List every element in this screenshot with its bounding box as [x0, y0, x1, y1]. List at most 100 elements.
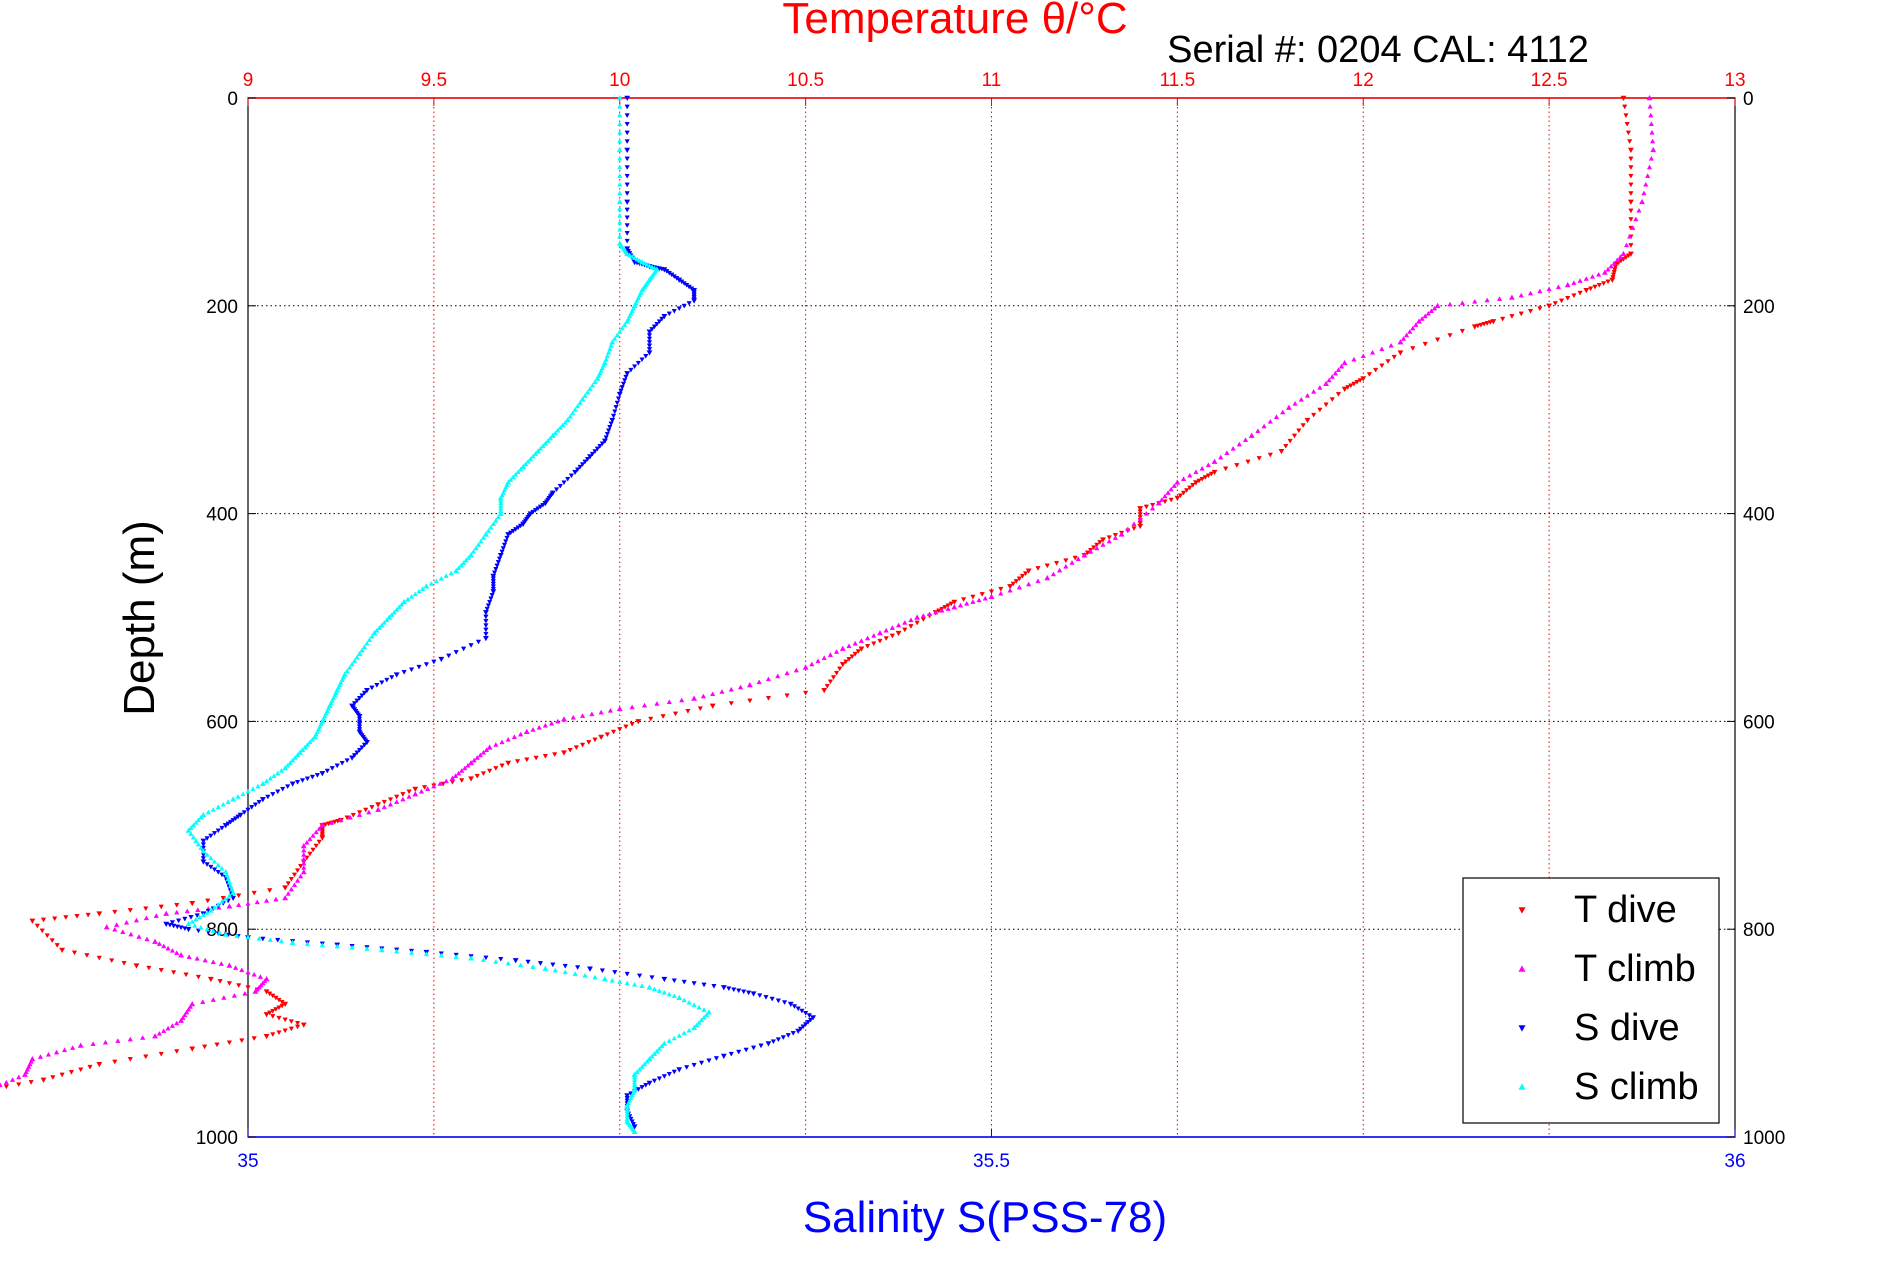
data-point [557, 483, 563, 489]
data-point [485, 603, 492, 609]
data-point [530, 726, 536, 732]
data-point [617, 181, 623, 187]
data-point [394, 799, 400, 804]
data-point [582, 393, 588, 398]
data-point [1199, 465, 1205, 471]
data-point [598, 709, 604, 715]
data-point [505, 532, 512, 538]
data-point [448, 570, 454, 576]
data-point [474, 755, 480, 760]
data-point [1236, 441, 1242, 447]
data-point [750, 991, 757, 997]
data-point [610, 729, 617, 735]
data-point [1118, 531, 1125, 537]
data-point [846, 657, 852, 662]
data-point [381, 619, 387, 625]
data-point [423, 583, 430, 589]
data-point [239, 1038, 245, 1044]
data-point [219, 825, 225, 831]
data-point [726, 986, 732, 992]
data-point [567, 413, 573, 419]
data-point [646, 984, 653, 990]
data-point [542, 965, 549, 971]
data-point [1300, 423, 1306, 428]
data-point [728, 686, 734, 692]
data-point [374, 683, 380, 688]
data-point [480, 749, 487, 755]
data-point [309, 774, 316, 780]
data-point [291, 872, 298, 878]
data-point [639, 1064, 645, 1069]
data-point [185, 926, 192, 933]
data-point [684, 1065, 690, 1070]
data-point [883, 636, 889, 641]
data-point [1218, 454, 1224, 460]
data-point [656, 1045, 663, 1051]
data-point [459, 768, 465, 773]
data-point [28, 1080, 34, 1085]
data-point [29, 918, 36, 924]
data-point [639, 983, 645, 989]
data-point [96, 911, 103, 917]
data-point [1564, 282, 1571, 288]
data-point [384, 617, 390, 623]
data-point [187, 1004, 194, 1009]
data-point [235, 794, 241, 799]
data-point [416, 588, 422, 594]
data-point [1434, 302, 1441, 309]
data-point [87, 1064, 93, 1070]
data-point [635, 1087, 641, 1092]
data-point [671, 308, 677, 314]
data-point [202, 1044, 208, 1050]
data-point [579, 396, 586, 402]
data-point [513, 471, 519, 477]
data-point [624, 165, 630, 170]
data-point [282, 765, 289, 771]
data-point [123, 919, 130, 925]
data-point [1044, 563, 1050, 569]
data-point [495, 560, 501, 565]
data-point [211, 831, 218, 836]
data-point [289, 939, 296, 945]
data-point [114, 922, 120, 927]
data-point [624, 173, 630, 179]
data-point [951, 604, 958, 610]
data-point [686, 999, 692, 1005]
data-point [251, 971, 257, 977]
data-point [627, 252, 633, 258]
data-point [1369, 349, 1376, 355]
data-point [200, 811, 207, 818]
data-point [711, 983, 717, 989]
data-point [548, 720, 555, 726]
data-point [1596, 283, 1602, 288]
data-point [758, 1043, 764, 1049]
data-point [624, 130, 630, 136]
data-point [273, 896, 279, 902]
data-point [877, 630, 883, 636]
data-point [1385, 359, 1391, 364]
data-point [219, 865, 225, 871]
data-point [102, 1039, 109, 1045]
data-point [161, 943, 167, 949]
data-point [356, 721, 363, 727]
data-point [1035, 578, 1041, 584]
data-point [587, 454, 593, 460]
data-point [163, 921, 170, 928]
data-point [267, 888, 273, 893]
data-point [939, 607, 945, 613]
data-point [408, 667, 415, 673]
data-point [1647, 103, 1653, 109]
data-point [193, 819, 199, 825]
data-point [364, 640, 370, 646]
data-point [471, 757, 477, 763]
data-point [646, 1056, 653, 1062]
data-point [681, 997, 687, 1003]
data-point [512, 958, 519, 964]
data-point [379, 680, 385, 686]
data-point [1137, 516, 1143, 521]
data-point [573, 745, 580, 751]
data-point [515, 469, 521, 475]
data-point [659, 1043, 665, 1049]
data-point [483, 614, 489, 620]
data-point [1007, 587, 1013, 593]
